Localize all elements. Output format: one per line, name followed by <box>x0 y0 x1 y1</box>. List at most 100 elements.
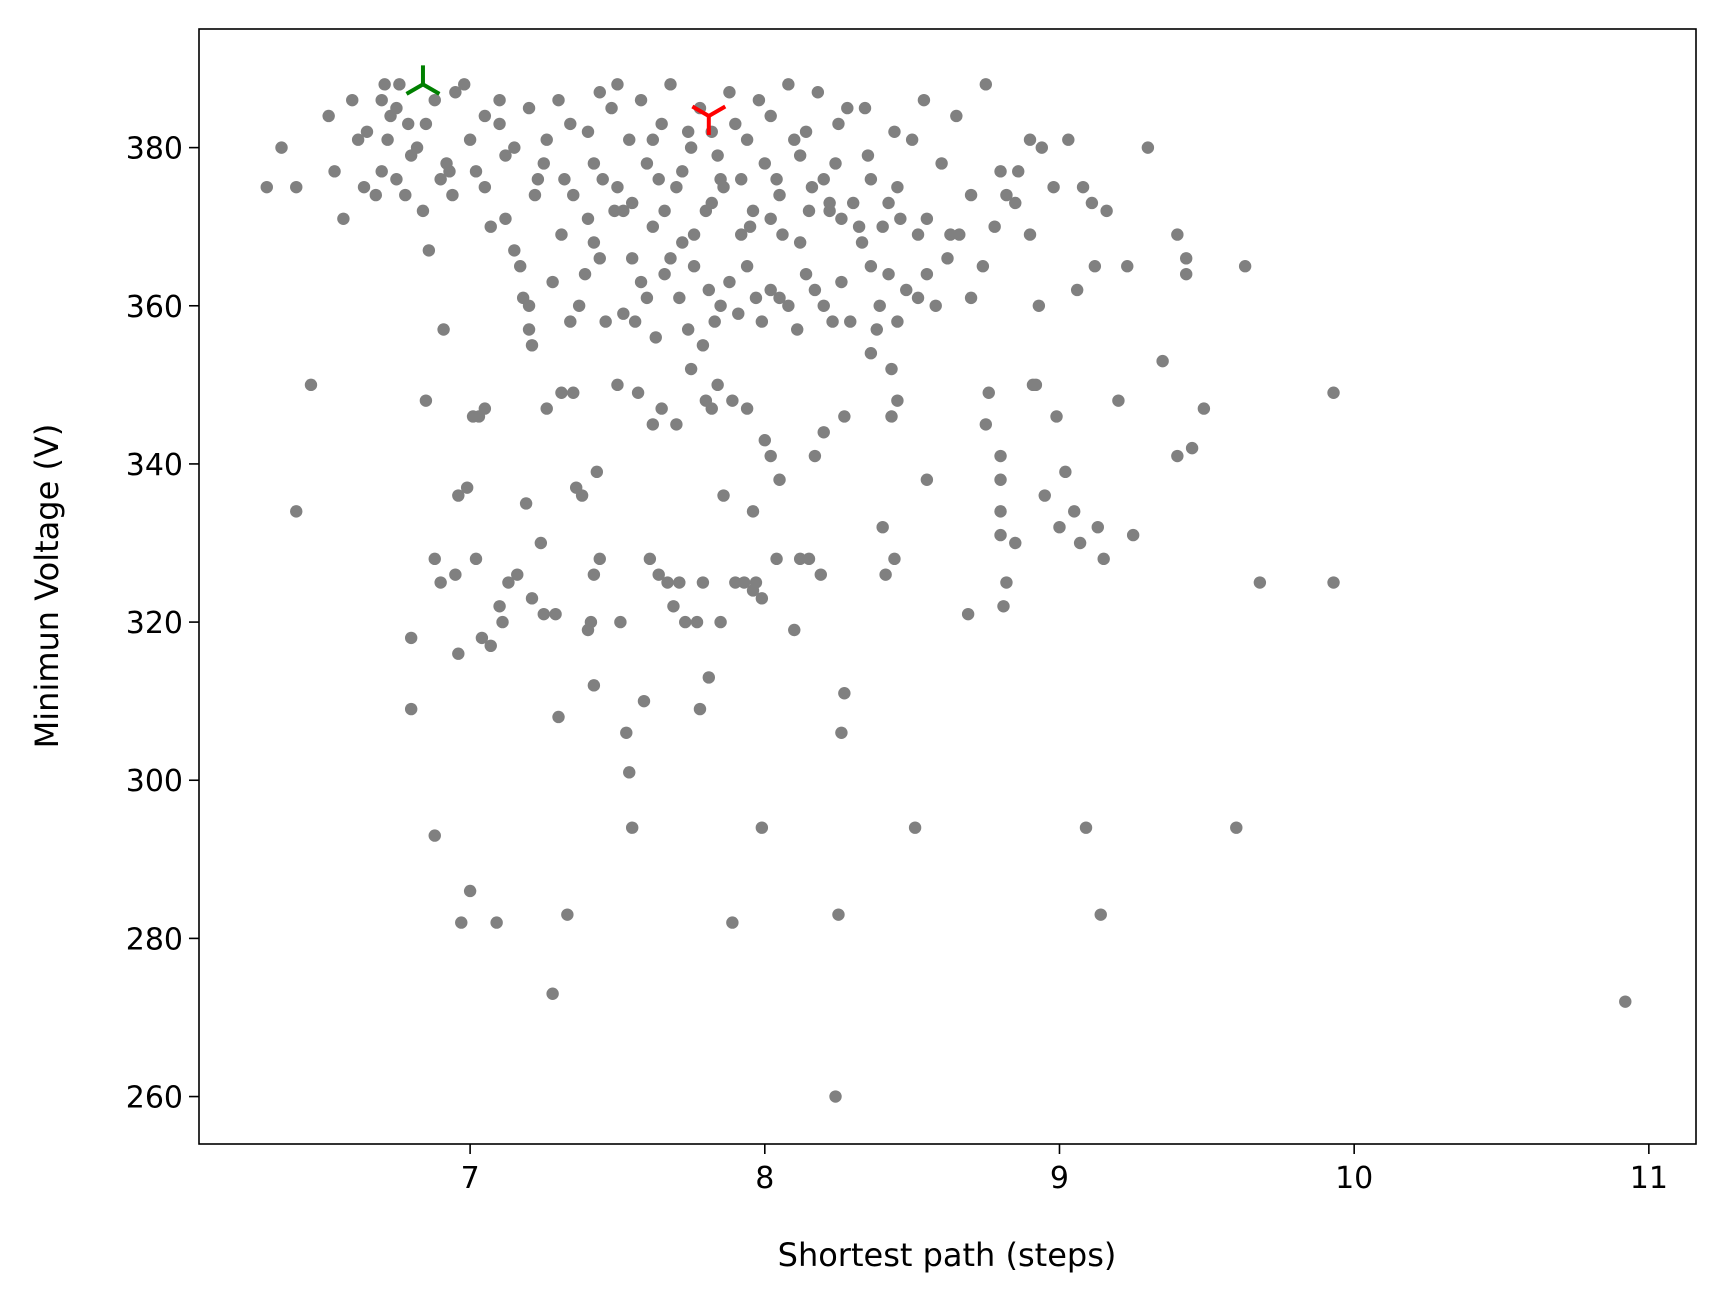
data-point <box>835 726 848 739</box>
data-point <box>891 394 904 407</box>
data-point <box>655 117 668 131</box>
data-point <box>1076 180 1090 194</box>
data-point <box>791 323 804 336</box>
data-point <box>1238 260 1252 273</box>
data-point <box>920 212 934 225</box>
data-point <box>740 133 754 146</box>
data-point <box>428 829 441 842</box>
data-point <box>994 505 1007 518</box>
data-point <box>858 101 872 115</box>
data-point <box>1023 228 1037 241</box>
data-point <box>1185 441 1199 455</box>
data-point <box>726 916 739 929</box>
data-point <box>1141 141 1155 154</box>
data-point <box>743 220 757 233</box>
data-point <box>802 552 816 566</box>
data-point <box>740 402 754 415</box>
y-axis-label: Minimun Voltage (V) <box>28 424 66 749</box>
data-point <box>502 576 515 589</box>
data-point <box>758 434 771 447</box>
data-point <box>684 362 698 376</box>
data-point <box>994 473 1007 486</box>
data-point <box>808 449 822 463</box>
data-point <box>838 410 851 423</box>
data-point <box>561 908 574 921</box>
data-point <box>885 362 898 376</box>
data-point <box>1126 528 1140 542</box>
data-point <box>649 331 662 344</box>
data-point <box>522 101 536 115</box>
data-point <box>702 283 716 297</box>
data-point <box>917 93 931 107</box>
y-tick-label: 380 <box>126 132 183 167</box>
data-point <box>664 78 677 91</box>
data-point <box>905 133 919 146</box>
data-point <box>587 157 601 170</box>
data-point <box>463 133 477 146</box>
data-point <box>723 86 736 99</box>
data-point <box>540 133 553 146</box>
data-point <box>811 86 825 99</box>
data-point <box>832 117 845 131</box>
data-point <box>841 101 854 115</box>
data-point <box>888 125 901 139</box>
data-point <box>658 204 671 218</box>
data-point <box>484 220 497 233</box>
data-point <box>522 299 536 312</box>
data-point <box>1327 576 1340 589</box>
data-point <box>1088 260 1102 273</box>
data-point <box>964 188 978 202</box>
data-point <box>596 173 609 186</box>
data-point <box>1070 283 1084 297</box>
data-point <box>555 228 568 241</box>
data-point <box>1068 505 1081 518</box>
data-point <box>275 141 288 154</box>
data-point <box>484 639 497 653</box>
data-point <box>752 93 766 107</box>
data-point <box>667 600 680 613</box>
data-point <box>852 220 866 233</box>
data-point <box>770 173 783 186</box>
data-point <box>587 679 601 692</box>
data-point <box>634 93 648 107</box>
data-point <box>625 196 639 210</box>
data-point <box>643 552 657 566</box>
data-point <box>829 1090 842 1103</box>
data-point <box>525 339 539 352</box>
data-point <box>1179 267 1193 281</box>
data-point <box>814 568 827 581</box>
data-point <box>1050 410 1063 423</box>
data-point <box>328 165 341 178</box>
data-point <box>490 916 503 929</box>
data-point <box>581 125 595 139</box>
x-tick-label: 8 <box>755 1161 774 1196</box>
data-point <box>732 307 745 320</box>
data-point <box>1197 402 1211 415</box>
data-point <box>402 117 415 131</box>
data-point <box>522 323 536 336</box>
data-point <box>1029 378 1043 392</box>
data-point <box>994 449 1007 463</box>
marker-arm <box>691 104 710 118</box>
data-point <box>390 101 403 115</box>
data-point <box>593 552 606 566</box>
data-point <box>832 908 845 921</box>
data-point <box>681 125 695 139</box>
data-point <box>634 275 648 289</box>
data-point <box>1121 260 1134 273</box>
data-point <box>994 528 1007 542</box>
data-point <box>478 180 492 194</box>
data-point <box>782 78 795 91</box>
data-point <box>687 228 701 241</box>
data-point <box>882 267 895 281</box>
data-point <box>564 117 577 131</box>
data-point <box>1097 552 1110 566</box>
data-point <box>817 426 830 439</box>
data-point <box>590 465 604 479</box>
data-point <box>687 260 701 273</box>
data-point <box>802 204 816 218</box>
data-point <box>1000 188 1013 202</box>
data-points <box>260 78 1632 1103</box>
data-point <box>861 149 875 162</box>
data-point <box>755 821 769 834</box>
